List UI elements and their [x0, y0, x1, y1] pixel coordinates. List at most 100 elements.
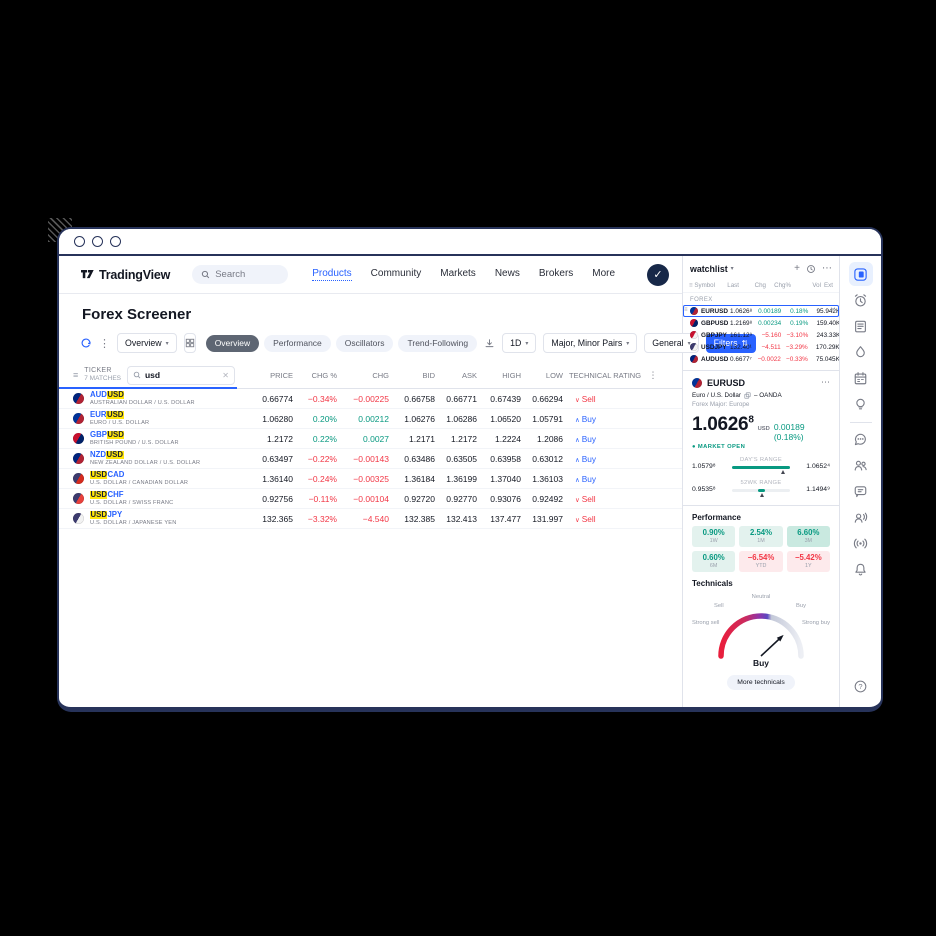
more-technicals-button[interactable]: More technicals — [727, 675, 795, 690]
community-chat-icon[interactable] — [849, 479, 873, 503]
hotlists-flame-icon[interactable] — [849, 340, 873, 364]
table-row[interactable]: USDJPY U.S. DOLLAR / JAPANESE YEN 132.36… — [59, 509, 682, 529]
last-column-header[interactable]: Last — [727, 282, 739, 289]
ticker-cell[interactable]: EURUSD EURO / U.S. DOLLAR — [73, 410, 239, 426]
nav-item-news[interactable]: News — [494, 268, 520, 279]
tab-oscillators[interactable]: Oscillators — [335, 334, 394, 352]
chgpct-column-header[interactable]: Chg% — [774, 282, 791, 289]
tab-trend-following[interactable]: Trend-Following — [398, 334, 478, 352]
ticker-symbol[interactable]: GBPUSD — [90, 430, 179, 440]
ticker-symbol[interactable]: EURUSD — [90, 410, 149, 420]
watchlist-row[interactable]: ≡ EURUSD 1.0626⁸ 0.00189 0.18% 95.942K ✕ — [683, 305, 839, 317]
tab-overview[interactable]: Overview — [205, 334, 260, 352]
detail-symbol[interactable]: EURUSD — [707, 377, 746, 388]
table-row[interactable]: AUDUSD AUSTRALIAN DOLLAR / U.S. DOLLAR 0… — [59, 389, 682, 409]
watchlist-symbol[interactable]: USDJPY — [701, 343, 727, 351]
column-header[interactable]: LOW — [545, 370, 563, 380]
column-header[interactable]: HIGH — [502, 370, 521, 380]
ticker-cell[interactable]: AUDUSD AUSTRALIAN DOLLAR / U.S. DOLLAR — [73, 390, 239, 406]
watchlist-panel-icon[interactable] — [848, 262, 873, 286]
remove-symbol-icon[interactable]: ✕ — [830, 307, 836, 314]
ticker-search-input[interactable] — [144, 370, 191, 380]
nav-item-community[interactable]: Community — [370, 268, 422, 279]
watchlist-title-dropdown[interactable]: watchlist ▾ — [690, 264, 734, 274]
column-settings-menu[interactable]: ⋮ — [648, 369, 658, 380]
ticker-symbol[interactable]: USDCAD — [90, 470, 188, 480]
window-control-dot[interactable] — [110, 236, 121, 247]
table-row[interactable]: NZDUSD NEW ZEALAND DOLLAR / U.S. DOLLAR … — [59, 449, 682, 469]
export-button[interactable] — [484, 338, 495, 349]
watchlist-symbol[interactable]: EURUSD — [701, 307, 728, 315]
detail-kebab-menu[interactable]: ⋯ — [821, 377, 830, 387]
watchlist-row[interactable]: ≡ USDJPY 132.40¹ −4.511 −3.29% 170.29K ✕ — [683, 341, 839, 353]
nav-item-brokers[interactable]: Brokers — [538, 268, 574, 279]
nav-item-more[interactable]: More — [592, 268, 616, 279]
ticker-symbol[interactable]: USDCHF — [90, 490, 173, 500]
table-row[interactable]: USDCAD U.S. DOLLAR / CANADIAN DOLLAR 1.3… — [59, 469, 682, 489]
window-control-dot[interactable] — [92, 236, 103, 247]
chg-column-header[interactable]: Chg — [754, 282, 766, 289]
refresh-button[interactable] — [80, 337, 92, 349]
watchlist-kebab-menu[interactable]: ⋯ — [822, 263, 832, 274]
private-chats-icon[interactable] — [849, 453, 873, 477]
watchlist-symbol[interactable]: GBPJPY — [701, 331, 727, 339]
exchange-name[interactable]: – OANDA — [754, 392, 782, 399]
ideas-lightbulb-icon[interactable] — [849, 392, 873, 416]
view-dropdown[interactable]: Overview ▾ — [117, 333, 177, 353]
toolbar-kebab-menu[interactable]: ⋮ — [99, 337, 110, 350]
global-search[interactable]: Search — [192, 265, 289, 284]
ticker-cell[interactable]: USDCAD U.S. DOLLAR / CANADIAN DOLLAR — [73, 470, 239, 486]
nav-item-products[interactable]: Products — [312, 268, 352, 281]
streams-icon[interactable] — [849, 505, 873, 529]
ticker-cell[interactable]: USDJPY U.S. DOLLAR / JAPANESE YEN — [73, 510, 239, 526]
help-icon[interactable]: ? — [849, 674, 873, 698]
clear-search-icon[interactable]: ✕ — [222, 370, 229, 380]
category-filter-dropdown[interactable]: General ▾ — [644, 333, 699, 353]
menu-icon[interactable]: ≡ — [73, 370, 79, 380]
nav-item-markets[interactable]: Markets — [440, 268, 476, 279]
history-clock-icon[interactable] — [806, 264, 816, 274]
add-symbol-button[interactable]: + — [794, 263, 800, 274]
layout-grid-button[interactable] — [183, 333, 196, 353]
watchlist-symbol[interactable]: GBPUSD — [701, 319, 728, 327]
drag-handle-icon[interactable]: ≡ — [684, 307, 688, 313]
ticker-symbol[interactable]: NZDUSD — [90, 450, 200, 460]
filters-button[interactable]: Filters ⇅ — [705, 333, 757, 353]
column-header[interactable]: PRICE — [270, 370, 293, 380]
watchlist-row[interactable]: ≡ AUDUSD 0.6677⁷ −0.0022 −0.33% 75.045K … — [683, 353, 839, 365]
watchlist-row[interactable]: ≡ GBPJPY 161.12⁹ −5.160 −3.10% 243.33K ✕ — [683, 329, 839, 341]
tab-performance[interactable]: Performance — [264, 334, 331, 352]
watchlist-row[interactable]: ≡ GBPUSD 1.2169⁸ 0.00234 0.19% 159.40K ✕ — [683, 317, 839, 329]
table-row[interactable]: EURUSD EURO / U.S. DOLLAR 1.06280 0.20% … — [59, 409, 682, 429]
alerts-icon[interactable] — [849, 288, 873, 312]
column-header[interactable]: ASK — [461, 370, 477, 380]
chat-bubble-icon[interactable] — [849, 427, 873, 451]
broadcast-icon[interactable] — [849, 531, 873, 555]
ticker-symbol[interactable]: AUDUSD — [90, 390, 195, 400]
tradingview-logo[interactable]: TradingView — [81, 268, 170, 282]
watchlist-symbol[interactable]: AUDUSD — [701, 355, 728, 363]
avatar[interactable]: ✓ — [647, 263, 669, 286]
notifications-bell-icon[interactable] — [849, 557, 873, 581]
copy-icon[interactable] — [744, 392, 751, 399]
ticker-cell[interactable]: USDCHF U.S. DOLLAR / SWISS FRANC — [73, 490, 239, 506]
ticker-search-box[interactable]: ✕ — [126, 365, 235, 385]
column-header[interactable]: BID — [422, 370, 435, 380]
vol-column-header[interactable]: Vol — [812, 282, 821, 289]
ext-column-header[interactable]: Ext — [824, 282, 833, 289]
ticker-cell[interactable]: GBPUSD BRITISH POUND / U.S. DOLLAR — [73, 430, 239, 446]
interval-dropdown[interactable]: 1D ▾ — [502, 333, 537, 353]
ticker-cell[interactable]: NZDUSD NEW ZEALAND DOLLAR / U.S. DOLLAR — [73, 450, 239, 466]
ticker-header-cell[interactable]: ≡ TICKER 7 MATCHES ✕ — [73, 365, 239, 385]
window-control-dot[interactable] — [74, 236, 85, 247]
calendar-icon[interactable] — [849, 366, 873, 390]
symbol-column-header[interactable]: ≡ Symbol — [689, 282, 715, 289]
ticker-symbol[interactable]: USDJPY — [90, 510, 176, 520]
table-row[interactable]: GBPUSD BRITISH POUND / U.S. DOLLAR 1.217… — [59, 429, 682, 449]
column-header[interactable]: TECHNICAL RATING — [568, 370, 642, 380]
column-header[interactable]: CHG — [372, 370, 389, 380]
pairs-filter-dropdown[interactable]: Major, Minor Pairs ▾ — [543, 333, 638, 353]
column-header[interactable]: CHG % — [311, 370, 337, 380]
news-icon[interactable] — [849, 314, 873, 338]
table-row[interactable]: USDCHF U.S. DOLLAR / SWISS FRANC 0.92756… — [59, 489, 682, 509]
